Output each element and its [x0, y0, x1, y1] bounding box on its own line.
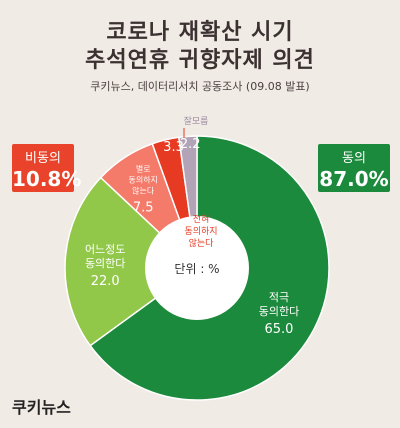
- slice-category-label: 어느정도: [85, 243, 125, 256]
- slice-value-label: 22.0: [91, 274, 120, 289]
- callout-category-label: 동의하지: [184, 226, 217, 237]
- donut-hole: [145, 216, 249, 320]
- slice-value-label: 65.0: [264, 322, 293, 337]
- agree-badge: 동의 87.0%: [318, 144, 390, 192]
- slice-category-label: 동의한다: [85, 257, 125, 270]
- slice-category-label: 적극: [269, 291, 289, 304]
- chart-title-line2: 추석연휴 귀향자제 의견: [85, 48, 315, 73]
- chart-title-line1: 코로나 재확산 시기: [106, 20, 294, 45]
- pie-slice: [64, 176, 199, 347]
- dont-know-category-label: 잘모름: [184, 115, 209, 127]
- disagree-badge-label: 비동의: [25, 151, 61, 166]
- slice-value-label: 7.5: [133, 201, 154, 216]
- agree-badge-value: 87.0%: [319, 167, 389, 191]
- disagree-badge: 비동의 10.8%: [12, 144, 82, 192]
- agree-badge-label: 동의: [342, 151, 366, 166]
- callout-category-label: 않는다: [189, 238, 215, 249]
- brand-logo-text: 쿠키뉴스: [12, 398, 71, 417]
- center-unit-label: 단위 : %: [174, 262, 219, 276]
- slice-category-label: 동의하지: [128, 175, 157, 185]
- disagree-badge-value: 10.8%: [12, 167, 82, 191]
- slice-category-label: 않는다: [132, 187, 155, 196]
- slice-category-label: 동의한다: [259, 305, 299, 318]
- slice-value-label: 2.2: [180, 137, 201, 152]
- source-note: 쿠키뉴스, 데이터리서치 공동조사 (09.08 발표): [90, 80, 310, 93]
- slice-category-label: 별로: [136, 164, 151, 174]
- callout-category-label: 전혀: [193, 214, 210, 225]
- slice-value-label: 3.3: [163, 140, 184, 155]
